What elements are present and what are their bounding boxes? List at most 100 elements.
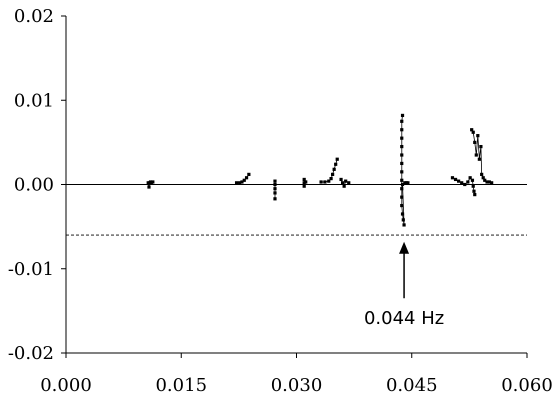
data-point [400, 182, 405, 187]
data-point [238, 181, 242, 185]
axes [61, 15, 528, 358]
data-point [400, 170, 404, 174]
data-point [406, 181, 410, 185]
data-point [457, 179, 461, 183]
data-point [473, 193, 477, 197]
data-point [400, 203, 404, 208]
data-point [273, 182, 277, 187]
data-point [147, 185, 151, 189]
data-point [476, 134, 480, 138]
data-point [342, 184, 346, 188]
data-point [151, 180, 155, 184]
data-point [247, 172, 251, 176]
data-point [468, 176, 472, 180]
data-point [242, 178, 246, 182]
data-point [400, 113, 405, 118]
series-line [472, 180, 476, 195]
x-tick-label: 0.000 [40, 375, 92, 396]
data-point [473, 140, 477, 144]
reference-lines [66, 184, 527, 236]
data-point [400, 212, 405, 216]
data-point [485, 180, 489, 184]
data-point [302, 177, 306, 182]
data-point [400, 195, 404, 199]
x-tick-label: 0.060 [501, 375, 553, 396]
data-point [400, 144, 404, 149]
x-tick-label: 0.015 [155, 375, 207, 396]
data-point [470, 178, 475, 182]
series-line [401, 115, 408, 225]
y-tick-label: 0.01 [14, 90, 54, 111]
series-5 [319, 157, 339, 184]
data-point [400, 153, 404, 157]
annotation-arrow-head [399, 241, 410, 254]
data-point [470, 128, 474, 132]
data-point [474, 153, 478, 157]
data-point [466, 180, 470, 184]
data-point [400, 161, 404, 166]
data-point [472, 189, 476, 193]
series-8 [450, 176, 472, 187]
data-point [483, 178, 487, 182]
series-6 [339, 177, 351, 188]
data-point [480, 172, 484, 176]
data-point [329, 177, 333, 181]
data-point [234, 181, 239, 185]
data-point [335, 157, 339, 161]
y-tick-label: 0.02 [14, 6, 54, 27]
data-point [402, 223, 406, 227]
data-point [400, 128, 404, 132]
data-point [331, 172, 335, 176]
data-point [471, 184, 475, 188]
data-point [463, 182, 467, 187]
data-point [327, 179, 331, 183]
series-3 [273, 179, 277, 201]
data-point [400, 187, 404, 191]
data-point [323, 180, 327, 184]
series-10 [470, 178, 477, 197]
data-point [477, 157, 481, 161]
tick-labels: 0.02 0.01 0.00 -0.01 -0.02 0.000 0.015 0.030 0.0… [8, 6, 553, 396]
data-point [332, 167, 336, 171]
series-2 [234, 172, 251, 185]
data-point [400, 136, 404, 140]
x-tick-label: 0.030 [271, 375, 323, 396]
data-point [244, 176, 249, 180]
data-point [400, 119, 404, 123]
data-series [146, 113, 494, 227]
data-point [487, 180, 491, 184]
data-point [400, 178, 404, 182]
data-point [302, 184, 306, 188]
data-point [453, 177, 458, 182]
x-tick-label: 0.045 [386, 375, 438, 396]
data-point [471, 130, 475, 134]
y-tick-label: -0.02 [8, 343, 54, 364]
data-point [481, 176, 485, 180]
series-4 [302, 177, 308, 188]
data-point [240, 180, 244, 184]
series-7 [400, 113, 410, 227]
data-point [479, 144, 483, 149]
data-point [401, 218, 405, 222]
data-point [450, 176, 455, 180]
data-point [334, 162, 338, 166]
data-point [304, 180, 308, 184]
data-point [319, 180, 323, 184]
data-point [344, 179, 348, 183]
data-point [273, 197, 277, 201]
data-point [347, 181, 351, 185]
data-point [273, 179, 277, 183]
data-point [460, 181, 464, 185]
data-point [339, 177, 343, 182]
series-1 [146, 180, 155, 189]
series-9 [470, 128, 494, 185]
data-point [341, 181, 345, 185]
annotation: 0.044 Hz [364, 241, 444, 329]
data-point [273, 191, 277, 195]
y-tick-label: -0.01 [8, 259, 54, 280]
y-tick-label: 0.00 [14, 175, 54, 196]
annotation-label: 0.044 Hz [364, 308, 444, 329]
data-point [490, 181, 494, 185]
data-point [273, 187, 277, 191]
